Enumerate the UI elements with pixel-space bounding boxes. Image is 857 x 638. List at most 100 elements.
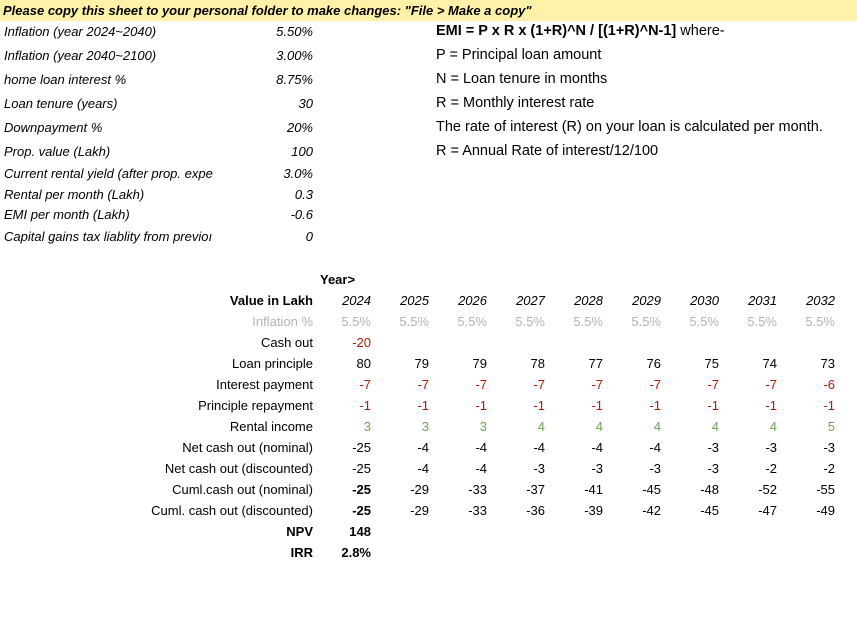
- table-cell[interactable]: -4: [533, 440, 545, 455]
- table-cell[interactable]: 79: [414, 356, 429, 371]
- table-cell[interactable]: -25: [352, 503, 371, 518]
- table-cell[interactable]: -25: [352, 482, 371, 497]
- table-cell[interactable]: -45: [700, 503, 719, 518]
- table-cell[interactable]: 74: [762, 356, 777, 371]
- table-cell[interactable]: -52: [758, 482, 777, 497]
- table-cell[interactable]: 76: [646, 356, 661, 371]
- table-cell[interactable]: -1: [765, 398, 777, 413]
- table-cell[interactable]: 5.5%: [341, 314, 371, 329]
- table-cell[interactable]: -4: [417, 461, 429, 476]
- table-cell[interactable]: 5.5%: [399, 314, 429, 329]
- table-cell[interactable]: -29: [410, 503, 429, 518]
- table-cell[interactable]: -1: [591, 398, 603, 413]
- table-cell[interactable]: -3: [765, 440, 777, 455]
- table-cell[interactable]: -3: [649, 461, 661, 476]
- table-cell[interactable]: -41: [584, 482, 603, 497]
- param-value[interactable]: -0.6: [290, 207, 313, 222]
- table-cell[interactable]: 75: [704, 356, 719, 371]
- table-cell[interactable]: 5.5%: [573, 314, 603, 329]
- param-value[interactable]: 30: [298, 96, 313, 111]
- param-value[interactable]: 0: [305, 229, 313, 244]
- table-cell[interactable]: -7: [649, 377, 661, 392]
- table-cell[interactable]: 5: [827, 419, 835, 434]
- table-cell[interactable]: 80: [356, 356, 371, 371]
- table-cell[interactable]: -3: [823, 440, 835, 455]
- table-cell[interactable]: 3: [363, 419, 371, 434]
- param-value[interactable]: 0.3: [294, 187, 313, 202]
- table-cell[interactable]: -3: [591, 461, 603, 476]
- table-cell[interactable]: -1: [707, 398, 719, 413]
- param-value[interactable]: 20%: [286, 120, 313, 135]
- table-cell[interactable]: 79: [472, 356, 487, 371]
- table-cell[interactable]: -7: [707, 377, 719, 392]
- table-cell[interactable]: 3: [421, 419, 429, 434]
- table-cell[interactable]: [548, 333, 603, 353]
- table-cell[interactable]: -7: [765, 377, 777, 392]
- table-cell[interactable]: -7: [475, 377, 487, 392]
- table-cell[interactable]: [374, 333, 429, 353]
- table-cell[interactable]: -4: [591, 440, 603, 455]
- table-cell[interactable]: -3: [707, 440, 719, 455]
- table-cell[interactable]: -42: [642, 503, 661, 518]
- table-cell[interactable]: -45: [642, 482, 661, 497]
- table-cell[interactable]: -1: [417, 398, 429, 413]
- table-cell[interactable]: 4: [537, 419, 545, 434]
- table-cell[interactable]: -36: [526, 503, 545, 518]
- table-cell[interactable]: -4: [475, 440, 487, 455]
- table-cell[interactable]: -39: [584, 503, 603, 518]
- table-cell[interactable]: [664, 333, 719, 353]
- table-cell[interactable]: 5.5%: [747, 314, 777, 329]
- table-cell[interactable]: -49: [816, 503, 835, 518]
- table-cell[interactable]: -1: [475, 398, 487, 413]
- table-cell[interactable]: 73: [820, 356, 835, 371]
- table-cell[interactable]: -2: [765, 461, 777, 476]
- table-cell[interactable]: 5.5%: [515, 314, 545, 329]
- param-value[interactable]: 5.50%: [276, 24, 313, 39]
- param-value[interactable]: 100: [291, 144, 313, 159]
- table-cell[interactable]: [606, 333, 661, 353]
- table-cell[interactable]: -2: [823, 461, 835, 476]
- table-cell[interactable]: -33: [468, 482, 487, 497]
- table-cell[interactable]: -1: [533, 398, 545, 413]
- table-cell[interactable]: 78: [530, 356, 545, 371]
- table-cell[interactable]: -29: [410, 482, 429, 497]
- table-cell[interactable]: -25: [352, 461, 371, 476]
- param-value[interactable]: 3.00%: [276, 48, 313, 63]
- param-value[interactable]: 3.0%: [283, 166, 313, 181]
- table-cell[interactable]: -6: [823, 377, 835, 392]
- table-cell[interactable]: -7: [359, 377, 371, 392]
- table-cell[interactable]: -4: [417, 440, 429, 455]
- table-cell[interactable]: 5.5%: [805, 314, 835, 329]
- table-cell[interactable]: -1: [823, 398, 835, 413]
- table-cell[interactable]: -55: [816, 482, 835, 497]
- table-cell[interactable]: -7: [591, 377, 603, 392]
- table-cell[interactable]: -37: [526, 482, 545, 497]
- table-cell[interactable]: 5.5%: [689, 314, 719, 329]
- table-cell[interactable]: [432, 333, 487, 353]
- table-cell[interactable]: [722, 333, 777, 353]
- table-cell[interactable]: [780, 333, 835, 353]
- table-cell[interactable]: 5.5%: [457, 314, 487, 329]
- table-cell[interactable]: -1: [649, 398, 661, 413]
- table-cell[interactable]: 4: [595, 419, 603, 434]
- table-cell[interactable]: 5.5%: [631, 314, 661, 329]
- table-cell[interactable]: 77: [588, 356, 603, 371]
- table-cell[interactable]: -25: [352, 440, 371, 455]
- table-cell[interactable]: [490, 333, 545, 353]
- table-cell[interactable]: -7: [533, 377, 545, 392]
- table-cell[interactable]: -1: [359, 398, 371, 413]
- table-cell[interactable]: 4: [711, 419, 719, 434]
- table-cell[interactable]: -33: [468, 503, 487, 518]
- table-cell[interactable]: -4: [649, 440, 661, 455]
- table-cell[interactable]: -3: [707, 461, 719, 476]
- table-cell[interactable]: 4: [653, 419, 661, 434]
- table-cell[interactable]: -48: [700, 482, 719, 497]
- table-cell[interactable]: -47: [758, 503, 777, 518]
- param-value[interactable]: 8.75%: [276, 72, 313, 87]
- table-cell[interactable]: -3: [533, 461, 545, 476]
- table-cell[interactable]: -4: [475, 461, 487, 476]
- table-cell[interactable]: 3: [479, 419, 487, 434]
- table-cell[interactable]: -7: [417, 377, 429, 392]
- table-cell[interactable]: 4: [769, 419, 777, 434]
- table-cell[interactable]: -20: [352, 335, 371, 350]
